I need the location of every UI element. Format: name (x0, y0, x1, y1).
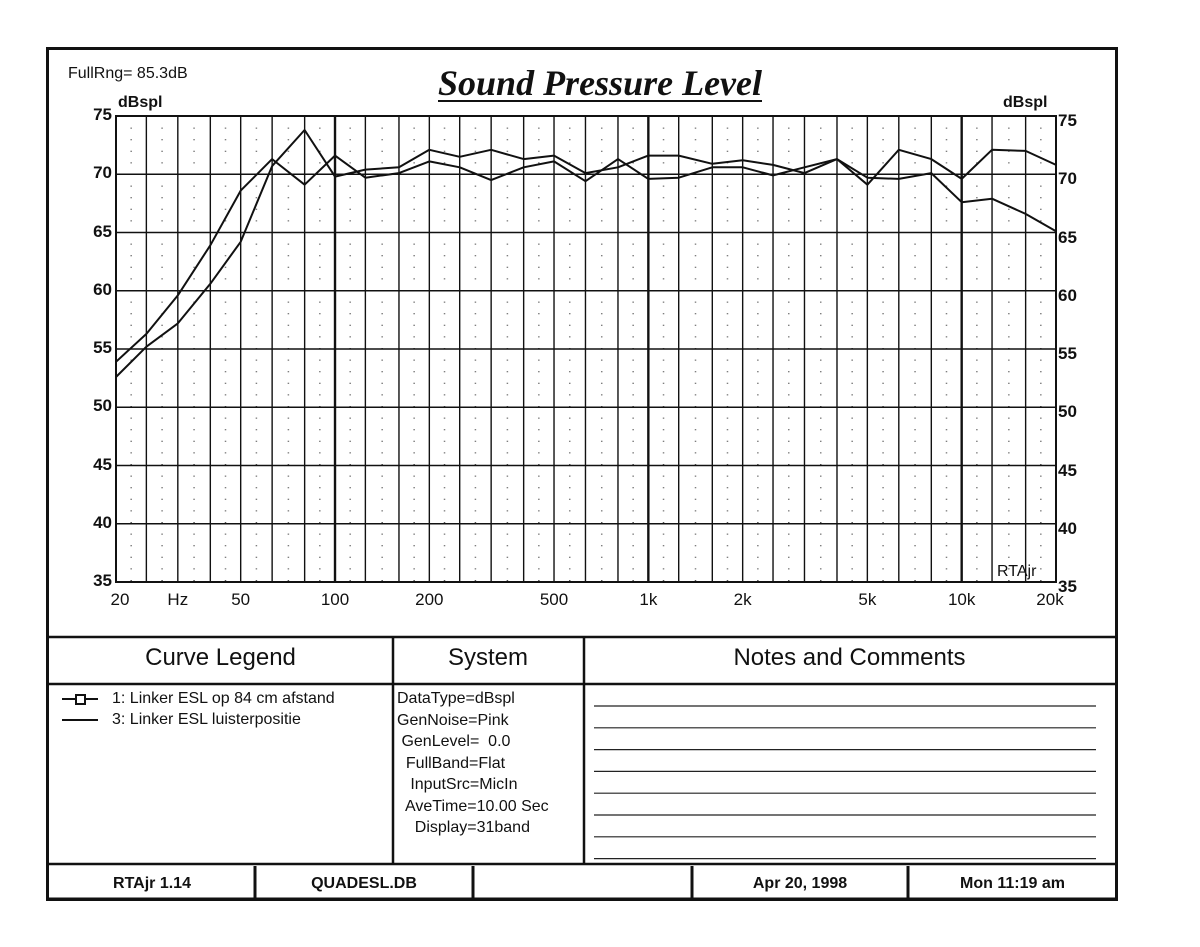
plot-watermark: RTAjr (997, 563, 1037, 580)
y-tick-label-right: 65 (1058, 227, 1077, 247)
y-tick-label-left: 75 (93, 105, 112, 124)
y-tick-label-left: 65 (93, 221, 112, 241)
x-tick-label: 1k (639, 590, 658, 609)
y-axis-unit-right: dBspl (1003, 94, 1048, 111)
system-line: GenLevel= 0.0 (397, 733, 511, 750)
legend-item-label: 1: Linker ESL op 84 cm afstand (112, 690, 335, 707)
system-line: GenNoise=Pink (397, 711, 509, 729)
footer-blank (475, 872, 689, 896)
x-tick-label: 2k (733, 590, 752, 609)
y-tick-label-right: 60 (1058, 285, 1077, 305)
series-line-1 (115, 154, 1057, 363)
system-line: AveTime=10.00 Sec (397, 797, 549, 815)
y-tick-label-left: 50 (93, 396, 112, 416)
x-tick-label: 500 (539, 590, 569, 609)
chart-title: Sound Pressure Level (438, 63, 762, 103)
legend-item: 3: Linker ESL luisterpositie (62, 709, 335, 730)
y-tick-label-right: 55 (1058, 344, 1077, 363)
legend-item: 1: Linker ESL op 84 cm afstand (62, 688, 335, 709)
y-tick-label-left: 70 (93, 163, 112, 183)
y-tick-label-right: 70 (1058, 169, 1077, 189)
y-axis-unit-left: dBspl (118, 94, 163, 111)
system-line: DataType=dBspl (397, 690, 515, 707)
plot-area-border (115, 115, 1057, 583)
system-line: InputSrc=MicIn (397, 776, 518, 793)
x-tick-label: Hz (167, 590, 189, 609)
y-tick-label-left: 45 (93, 454, 112, 474)
series-lines (115, 129, 1057, 378)
system-settings: DataType=dBspl GenNoise=Pink GenLevel= 0… (397, 688, 549, 839)
y-tick-label-right: 45 (1058, 460, 1077, 480)
footer-file: QUADESL.DB (311, 875, 417, 892)
y-tick-label-left: 40 (93, 512, 112, 532)
system-line: FullBand=Flat (397, 754, 506, 772)
y-tick-label-right: 40 (1058, 518, 1077, 538)
x-tick-label: 5k (858, 590, 877, 609)
y-tick-label-right: 35 (1058, 577, 1077, 596)
full-range-readout: FullRng= 85.3dB (68, 65, 188, 82)
x-tick-label: 200 (415, 590, 444, 609)
footer-program: RTAjr 1.14 (113, 875, 191, 892)
square-marker-line-icon (62, 694, 98, 705)
y-tick-label-left: 35 (93, 571, 112, 590)
footer-time: Mon 11:19 am (960, 875, 1065, 892)
footer-date: Apr 20, 1998 (752, 875, 848, 892)
curve-legend: 1: Linker ESL op 84 cm afstand 3: Linker… (62, 688, 335, 730)
plain-line-icon (62, 719, 98, 721)
x-tick-label: 20k (1036, 590, 1064, 609)
x-tick-label: 100 (320, 590, 350, 609)
y-tick-label-left: 60 (93, 279, 112, 299)
legend-item-label: 3: Linker ESL luisterpositie (112, 711, 301, 728)
notes-lines (594, 705, 1096, 860)
panel-dividers (48, 635, 1117, 901)
series-line-2 (115, 129, 1057, 378)
system-line: Display=31band (397, 819, 530, 836)
x-tick-label: 10k (947, 590, 976, 609)
curve-legend-heading: Curve Legend (145, 644, 296, 671)
system-heading: System (447, 644, 528, 671)
y-tick-label-right: 75 (1058, 111, 1077, 130)
y-tick-label-right: 50 (1058, 402, 1077, 422)
x-tick-label: 20 (110, 590, 130, 609)
y-tick-label-left: 55 (93, 338, 112, 357)
x-tick-label: 50 (231, 590, 251, 609)
notes-heading: Notes and Comments (733, 644, 966, 671)
